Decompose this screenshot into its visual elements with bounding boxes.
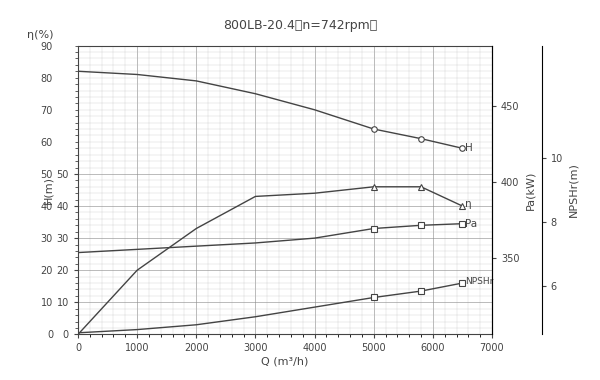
Text: Pa: Pa [466,219,478,229]
Y-axis label: NPSHr(m): NPSHr(m) [569,163,578,217]
Y-axis label: Pa(kW): Pa(kW) [525,170,535,210]
Text: η(%): η(%) [28,30,54,40]
Text: 800LB-20.4（n=742rpm）: 800LB-20.4（n=742rpm） [223,19,377,32]
X-axis label: Q (m³/h): Q (m³/h) [262,356,308,366]
Text: NPSHr: NPSHr [466,277,494,286]
Y-axis label: H(m): H(m) [44,176,54,204]
Text: H: H [466,143,473,153]
Text: η: η [466,200,472,209]
